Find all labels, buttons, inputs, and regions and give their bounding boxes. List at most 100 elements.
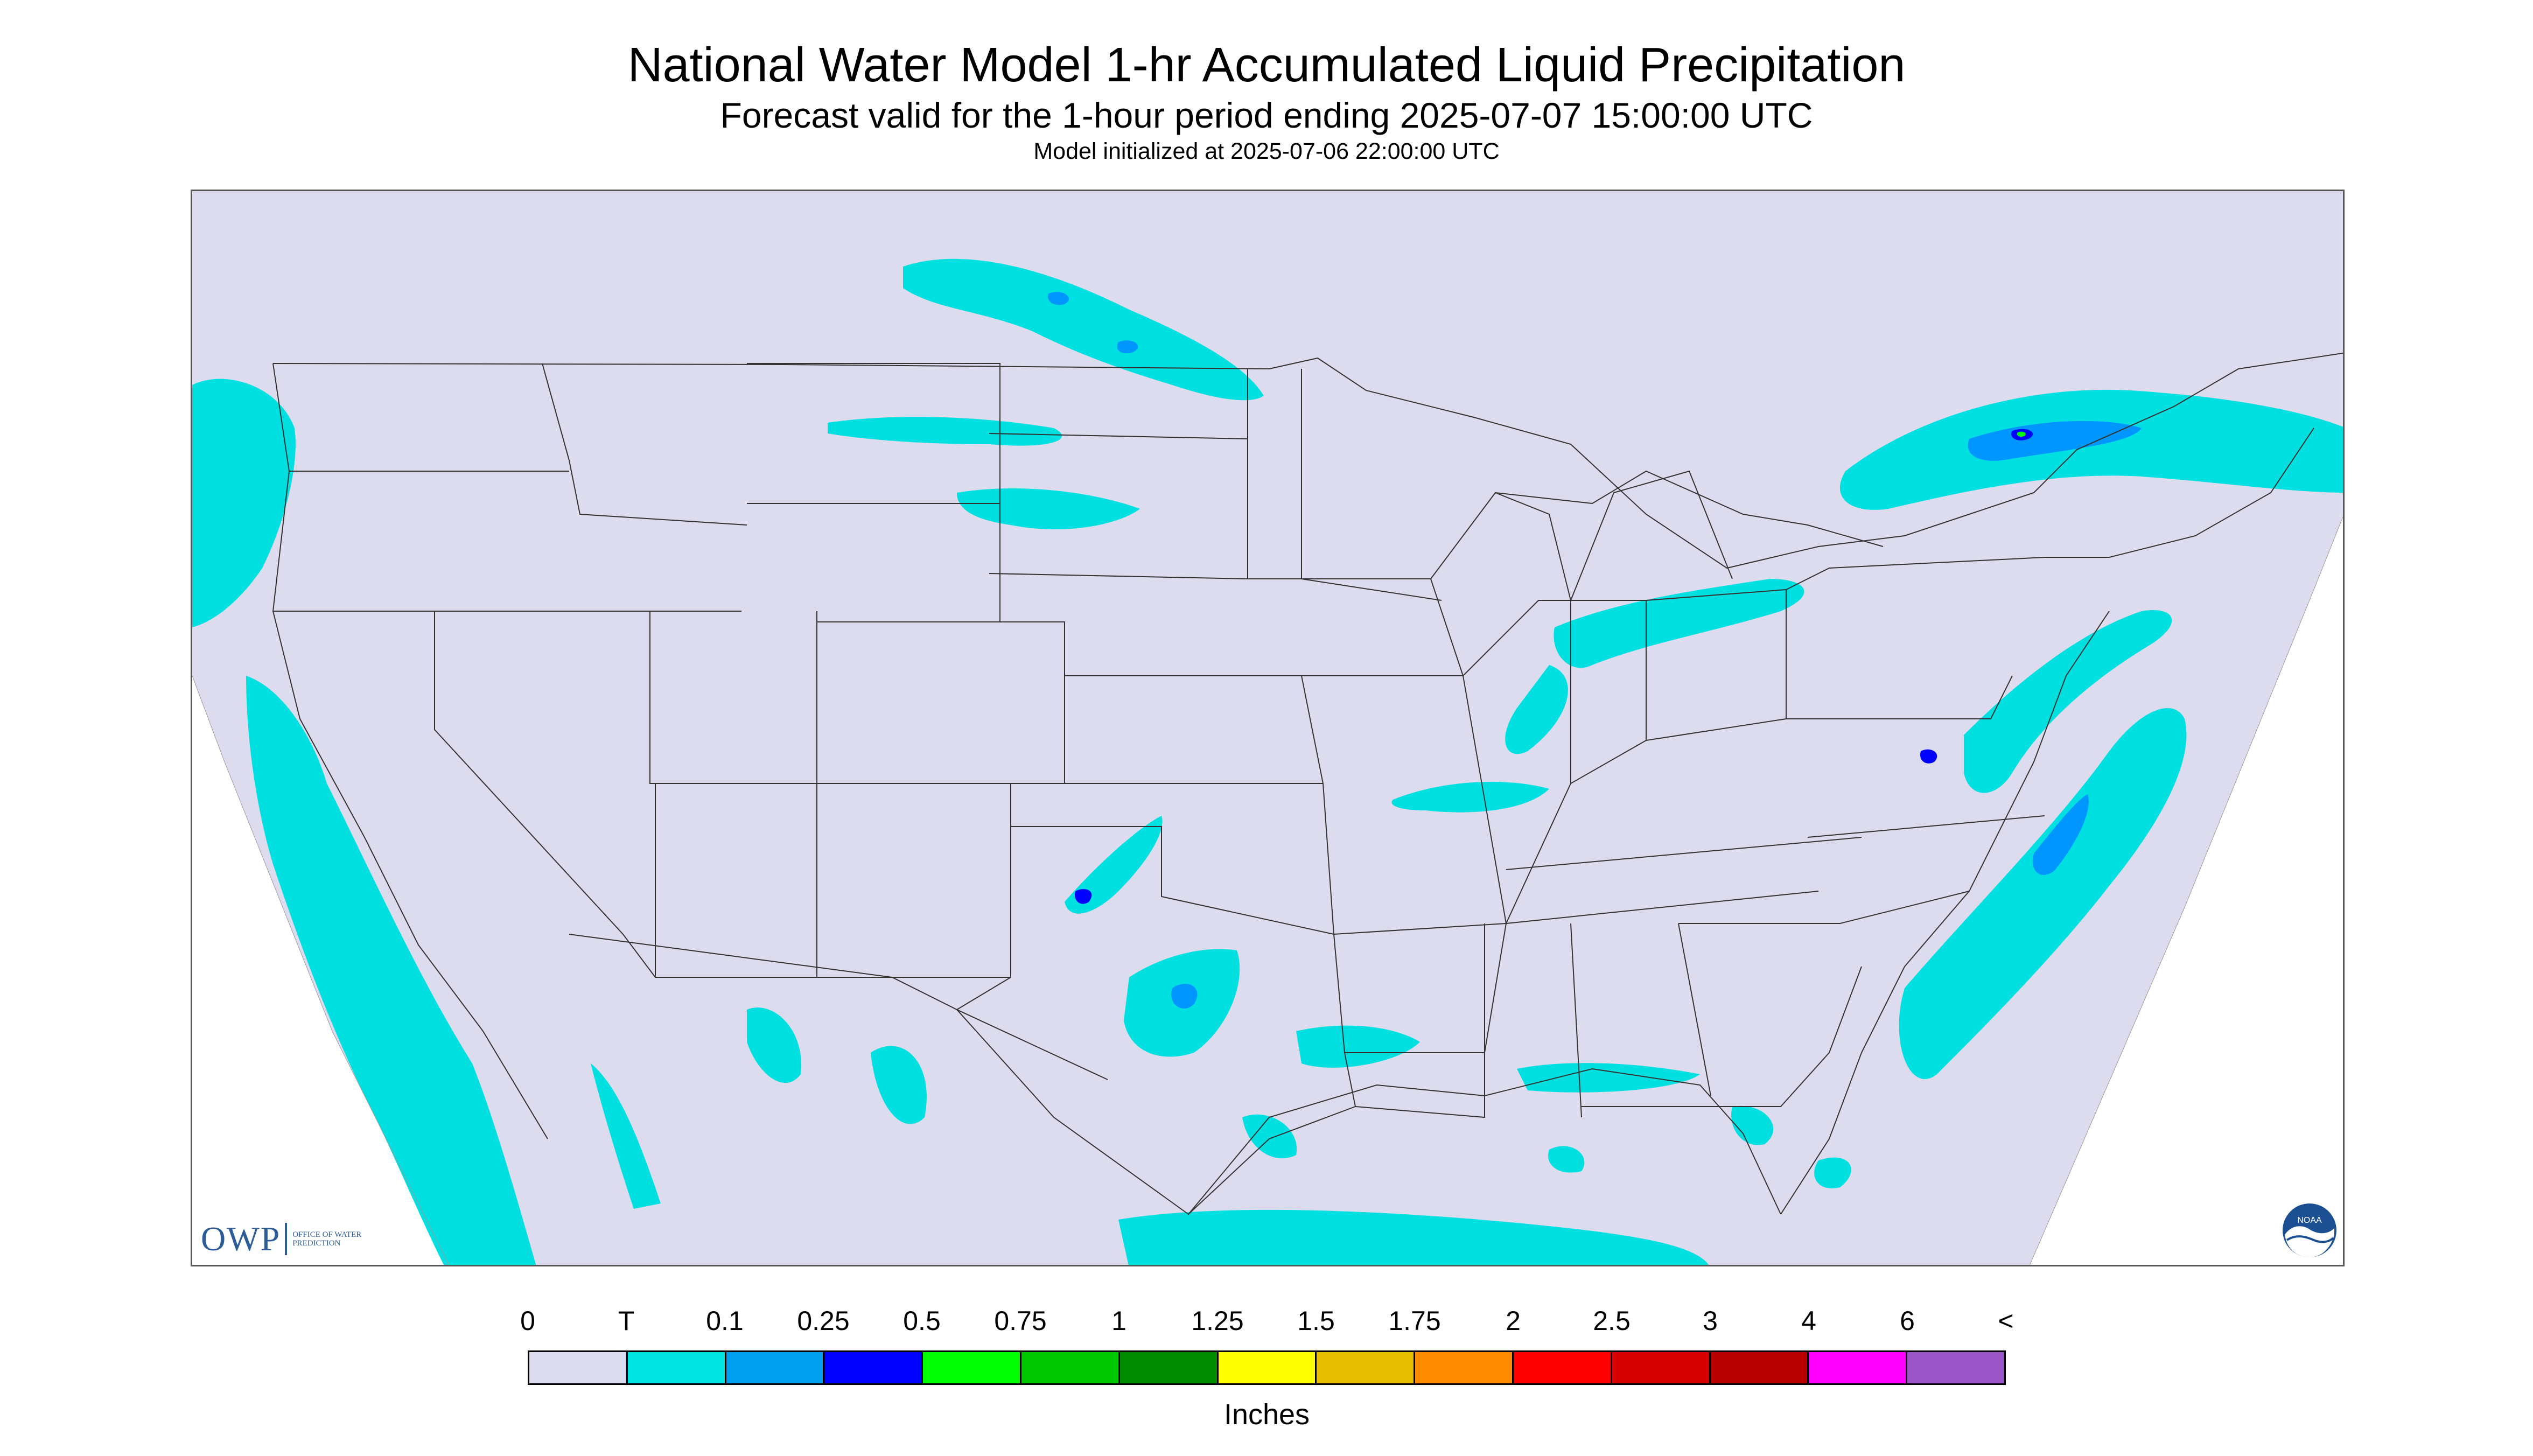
legend-tick: 1.25 bbox=[1191, 1306, 1244, 1336]
legend-tick: 1.75 bbox=[1388, 1306, 1441, 1336]
mexico-border bbox=[569, 934, 1108, 1080]
precip-pacific-nw bbox=[192, 379, 296, 627]
legend-tick: 4 bbox=[1801, 1306, 1816, 1336]
precip-indiana bbox=[1505, 665, 1568, 754]
legend-unit-label: Inches bbox=[1223, 1398, 1310, 1431]
oh-border bbox=[1646, 589, 1787, 741]
precip-great-lakes bbox=[1554, 579, 1804, 668]
legend-swatch bbox=[1710, 1352, 1809, 1383]
precip-south-edge bbox=[1118, 1209, 1709, 1265]
precip-core-oklahoma bbox=[1075, 889, 1092, 904]
precip-core-quebec-max bbox=[2017, 431, 2026, 437]
ga-fl-border bbox=[1582, 966, 1862, 1107]
precip-gulf-1 bbox=[1296, 1025, 1420, 1068]
precip-gulf-4 bbox=[1548, 1146, 1585, 1173]
utah-border bbox=[649, 611, 817, 784]
precip-mid-atlantic bbox=[1964, 610, 2172, 793]
mi-border bbox=[1570, 470, 1733, 601]
us-canada-border bbox=[272, 352, 2343, 569]
legend-tick: 1.5 bbox=[1297, 1306, 1335, 1336]
pa-md-border bbox=[1786, 675, 2013, 719]
legend-tick: 0.1 bbox=[706, 1306, 744, 1336]
legend-tick-labels: 0 T 0.1 0.25 0.5 0.75 1 1.25 1.5 1.75 2 2.5 3 4 6 < bbox=[520, 1292, 2014, 1336]
legend-tick: 1 bbox=[1111, 1306, 1126, 1336]
co-border bbox=[817, 621, 1065, 784]
legend-swatch bbox=[1513, 1352, 1612, 1383]
domain-edge bbox=[192, 516, 2343, 1265]
precip-core-virginia bbox=[1920, 749, 1937, 764]
precip-oklahoma bbox=[1065, 816, 1163, 914]
tn-border bbox=[1506, 891, 1819, 924]
precip-wy-band bbox=[828, 417, 1062, 446]
legend-swatch bbox=[1415, 1352, 1514, 1383]
precip-north-plains bbox=[903, 258, 1264, 401]
precip-gulf-5 bbox=[1731, 1105, 1774, 1145]
precip-core-atlantic bbox=[2033, 794, 2089, 875]
precip-mexico-2 bbox=[871, 1046, 927, 1124]
precip-mid-miss bbox=[1391, 781, 1549, 813]
legend-tick: 0.5 bbox=[903, 1306, 941, 1336]
ms-al-border bbox=[1484, 923, 1711, 1118]
ky-tn-border bbox=[1506, 837, 1862, 870]
precip-gulf-3 bbox=[1242, 1114, 1297, 1159]
legend-swatch bbox=[726, 1352, 825, 1383]
noaa-logo-text: NOAA bbox=[2297, 1216, 2322, 1225]
legend-tick: 3 bbox=[1703, 1306, 1718, 1336]
precip-baja bbox=[591, 1063, 661, 1209]
owp-logo: OWP OFFICE OF WATER PREDICTION bbox=[201, 1217, 379, 1261]
legend-swatch bbox=[1218, 1352, 1317, 1383]
precip-mexico bbox=[747, 1007, 802, 1083]
nv-border bbox=[434, 611, 656, 978]
sd-ne-border bbox=[989, 573, 1248, 579]
precip-florida-strait bbox=[1814, 1157, 1851, 1188]
precip-gulf-2 bbox=[1517, 1063, 1700, 1093]
legend-swatch bbox=[923, 1352, 1021, 1383]
precipitation-areas bbox=[192, 258, 2343, 1265]
precip-west-coast bbox=[246, 676, 536, 1265]
ok-tx-border bbox=[1011, 826, 1334, 935]
ar-border bbox=[1333, 923, 1507, 1053]
owp-logo-text: OFFICE OF WATER PREDICTION bbox=[292, 1230, 362, 1248]
in-border bbox=[1570, 600, 1647, 784]
precip-core-nd-2 bbox=[1117, 340, 1138, 354]
precip-core-texas bbox=[1171, 983, 1198, 1009]
noaa-logo: NOAA bbox=[2283, 1203, 2336, 1257]
legend-swatch bbox=[1317, 1352, 1416, 1383]
legend-swatch bbox=[824, 1352, 923, 1383]
forecast-valid-subtitle: Forecast valid for the 1-hour period end… bbox=[720, 95, 1813, 135]
precip-quebec bbox=[1839, 389, 2343, 510]
atlantic-coast bbox=[1780, 611, 2110, 1215]
wi-border bbox=[1430, 492, 1571, 601]
great-lakes-shore bbox=[1495, 470, 1884, 547]
legend-swatch bbox=[1907, 1352, 2004, 1383]
legend-swatch bbox=[627, 1352, 726, 1383]
precipitation-map[interactable]: OWP OFFICE OF WATER PREDICTION NOAA bbox=[191, 190, 2345, 1266]
id-mt-border bbox=[542, 363, 747, 526]
legend-tick: 2.5 bbox=[1593, 1306, 1631, 1336]
legend-tick: < bbox=[1998, 1306, 2014, 1336]
legend-tick: T bbox=[618, 1306, 635, 1336]
legend-tick: 0.25 bbox=[797, 1306, 850, 1336]
precip-sd-band bbox=[957, 488, 1140, 530]
precip-core-nd bbox=[1048, 292, 1069, 305]
gulf-coast bbox=[1188, 1068, 1781, 1215]
ne-states bbox=[2109, 428, 2314, 558]
mt-border bbox=[747, 363, 1000, 503]
map-canvas bbox=[192, 191, 2343, 1265]
iowa-border bbox=[1248, 578, 1464, 676]
pa-ny-border bbox=[1786, 557, 2109, 590]
legend-colorbar bbox=[528, 1350, 2006, 1385]
legend-swatch bbox=[1119, 1352, 1219, 1383]
map-domain bbox=[192, 191, 2343, 1265]
sc-nc-border bbox=[1678, 891, 1970, 924]
nd-sd-border bbox=[989, 433, 1248, 439]
state-boundaries bbox=[272, 352, 2343, 1215]
precip-core-quebec bbox=[1968, 421, 2142, 461]
legend-swatch bbox=[1612, 1352, 1711, 1383]
owp-logo-divider bbox=[285, 1223, 288, 1255]
model-init-text: Model initialized at 2025-07-06 22:00:00… bbox=[1033, 138, 1500, 164]
legend-tick: 6 bbox=[1900, 1306, 1915, 1336]
legend-tick: 0 bbox=[520, 1306, 535, 1336]
legend-tick: 0.75 bbox=[994, 1306, 1047, 1336]
texas-border bbox=[956, 977, 1356, 1215]
